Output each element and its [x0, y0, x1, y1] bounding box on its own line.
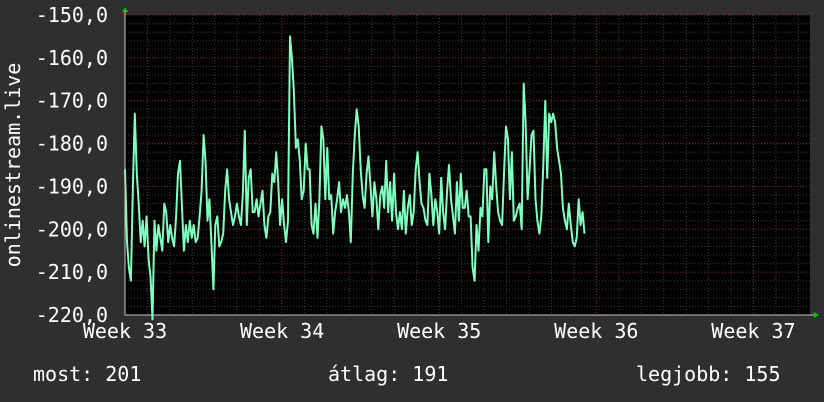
stat-average: átlag: 191	[328, 362, 449, 386]
x-tick-label: Week 33	[83, 319, 167, 343]
stat-current: most: 201	[33, 362, 142, 386]
x-tick-label: Week 35	[397, 319, 481, 343]
y-tick-label: -200,0	[36, 217, 108, 241]
minor-grid	[125, 15, 810, 315]
y-axis-title: onlinestream.live	[1, 63, 25, 268]
y-tick-label: -190,0	[36, 174, 108, 198]
y-tick-label: -210,0	[36, 260, 108, 284]
x-axis: Week 33 Week 34 Week 35 Week 36 Week 37	[83, 319, 796, 343]
y-axis-arrow	[122, 7, 128, 12]
x-axis-arrow	[814, 312, 819, 318]
x-tick-label: Week 37	[711, 319, 795, 343]
y-tick-label: -160,0	[36, 46, 108, 70]
stat-best: legjobb: 155	[636, 362, 781, 386]
y-tick-label: -150,0	[36, 3, 108, 27]
x-tick-label: Week 36	[554, 319, 638, 343]
series-line	[124, 35, 586, 321]
y-tick-label: -220,0	[36, 303, 108, 327]
plot-background	[125, 15, 810, 315]
x-tick-label: Week 34	[240, 319, 324, 343]
y-axis: -220,0 -210,0 -200,0 -190,0 -180,0 -170,0 -160…	[36, 3, 108, 327]
y-tick-label: -170,0	[36, 89, 108, 113]
y-tick-label: -180,0	[36, 132, 108, 156]
